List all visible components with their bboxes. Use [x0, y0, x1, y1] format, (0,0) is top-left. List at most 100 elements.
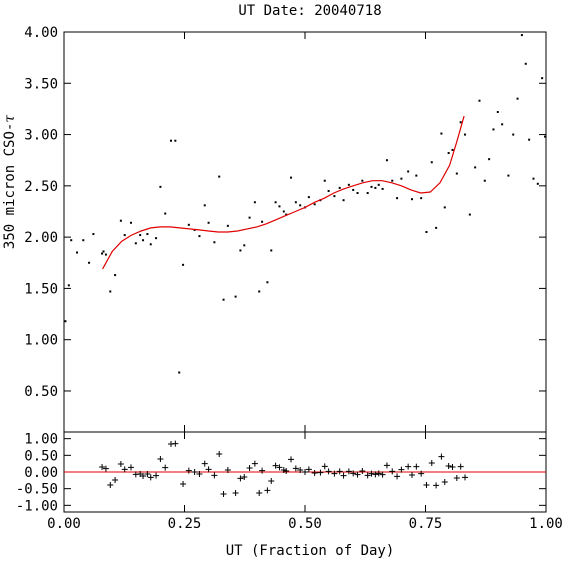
residual-point: [205, 466, 212, 473]
data-point: [474, 166, 477, 169]
data-point: [492, 128, 495, 131]
data-point: [274, 201, 277, 204]
data-point: [338, 186, 341, 189]
residual-point: [350, 470, 357, 477]
residual-point: [375, 470, 382, 477]
data-point: [451, 148, 454, 151]
data-point: [261, 220, 264, 223]
data-point: [347, 183, 350, 186]
residual-point: [251, 460, 258, 467]
x-tick-label: 1.00: [529, 516, 563, 532]
residual-point: [256, 490, 263, 496]
residual-point: [180, 481, 187, 487]
data-point: [396, 197, 399, 200]
data-point: [459, 121, 462, 124]
data-point: [483, 179, 486, 182]
data-point: [198, 235, 201, 238]
data-point: [532, 177, 535, 180]
residual-point: [418, 470, 425, 477]
data-point: [222, 298, 225, 301]
data-point: [155, 237, 158, 240]
x-tick-label: 0.50: [288, 516, 322, 532]
residual-point: [321, 463, 328, 470]
residual-point: [433, 482, 440, 489]
data-point: [159, 185, 162, 188]
data-point: [182, 263, 185, 266]
data-point: [123, 234, 126, 237]
x-axis-label: UT (Fraction of Day): [226, 543, 395, 559]
residual-point: [272, 462, 279, 469]
residual-panel: -1.00-0.500.000.501.000.00 0.25 0.50 0.75 1.…: [16, 431, 563, 532]
data-point: [134, 242, 137, 245]
data-point: [455, 172, 458, 175]
residual-point: [331, 470, 338, 477]
data-point: [520, 34, 523, 37]
data-point: [114, 274, 117, 277]
data-point: [64, 320, 67, 323]
residual-point: [413, 463, 420, 470]
data-point: [342, 199, 345, 202]
residual-point: [462, 474, 469, 481]
data-point: [253, 201, 256, 204]
y-tick-label: 1.00: [24, 432, 58, 448]
residual-point: [211, 472, 218, 479]
residual-point: [121, 466, 128, 473]
data-point: [407, 170, 410, 173]
data-point: [516, 97, 519, 100]
data-point: [248, 216, 251, 219]
residual-point: [398, 466, 405, 473]
residual-point: [389, 468, 396, 475]
y-tick-label: 0.50: [24, 384, 58, 400]
data-point: [88, 261, 91, 264]
data-point: [333, 195, 336, 198]
data-point: [92, 233, 95, 236]
data-point: [67, 284, 70, 287]
residual-point: [191, 469, 198, 475]
residual-point: [368, 470, 375, 477]
data-point: [70, 239, 73, 242]
y-tick-label: 3.50: [24, 76, 58, 92]
data-point: [541, 77, 544, 80]
data-point: [178, 371, 181, 374]
residual-point: [259, 467, 266, 474]
data-point: [512, 133, 515, 136]
residual-point: [449, 464, 456, 470]
residual-point: [264, 487, 271, 494]
residual-point: [423, 482, 430, 488]
residual-point: [246, 465, 253, 471]
data-point: [170, 139, 173, 142]
x-tick-label: 0.25: [168, 516, 202, 532]
residual-point: [394, 473, 401, 480]
x-tick-label: 0.00: [47, 516, 81, 532]
residual-point: [359, 468, 366, 474]
residual-point: [224, 467, 231, 473]
residual-point: [99, 464, 106, 470]
residual-point: [457, 463, 464, 470]
residual-point: [162, 464, 169, 471]
data-point: [435, 226, 438, 229]
data-point: [536, 182, 539, 185]
y-tick-label: 2.00: [24, 230, 58, 246]
residual-point: [112, 477, 119, 483]
tau-scatter-panel: 0.50 1.00 1.50 2.00 2.50 3.00 3.50 4.00: [24, 25, 547, 433]
data-point: [391, 179, 394, 182]
data-point: [207, 221, 210, 224]
data-point: [174, 139, 177, 142]
y-tick-label: 1.50: [24, 281, 58, 297]
data-point: [282, 210, 285, 213]
residual-point: [237, 475, 244, 482]
residual-point: [157, 456, 164, 462]
residual-point: [147, 474, 154, 481]
x-tick-label: 0.75: [409, 516, 443, 532]
data-point: [411, 198, 414, 201]
data-point: [420, 197, 423, 200]
y-tick-label: 4.00: [24, 25, 58, 41]
data-point: [290, 176, 293, 179]
data-point: [294, 201, 297, 204]
data-point: [139, 234, 142, 237]
data-point: [488, 158, 491, 161]
chart-title: UT Date: 20040718: [238, 3, 381, 19]
data-point: [478, 99, 481, 102]
data-point: [146, 233, 149, 236]
